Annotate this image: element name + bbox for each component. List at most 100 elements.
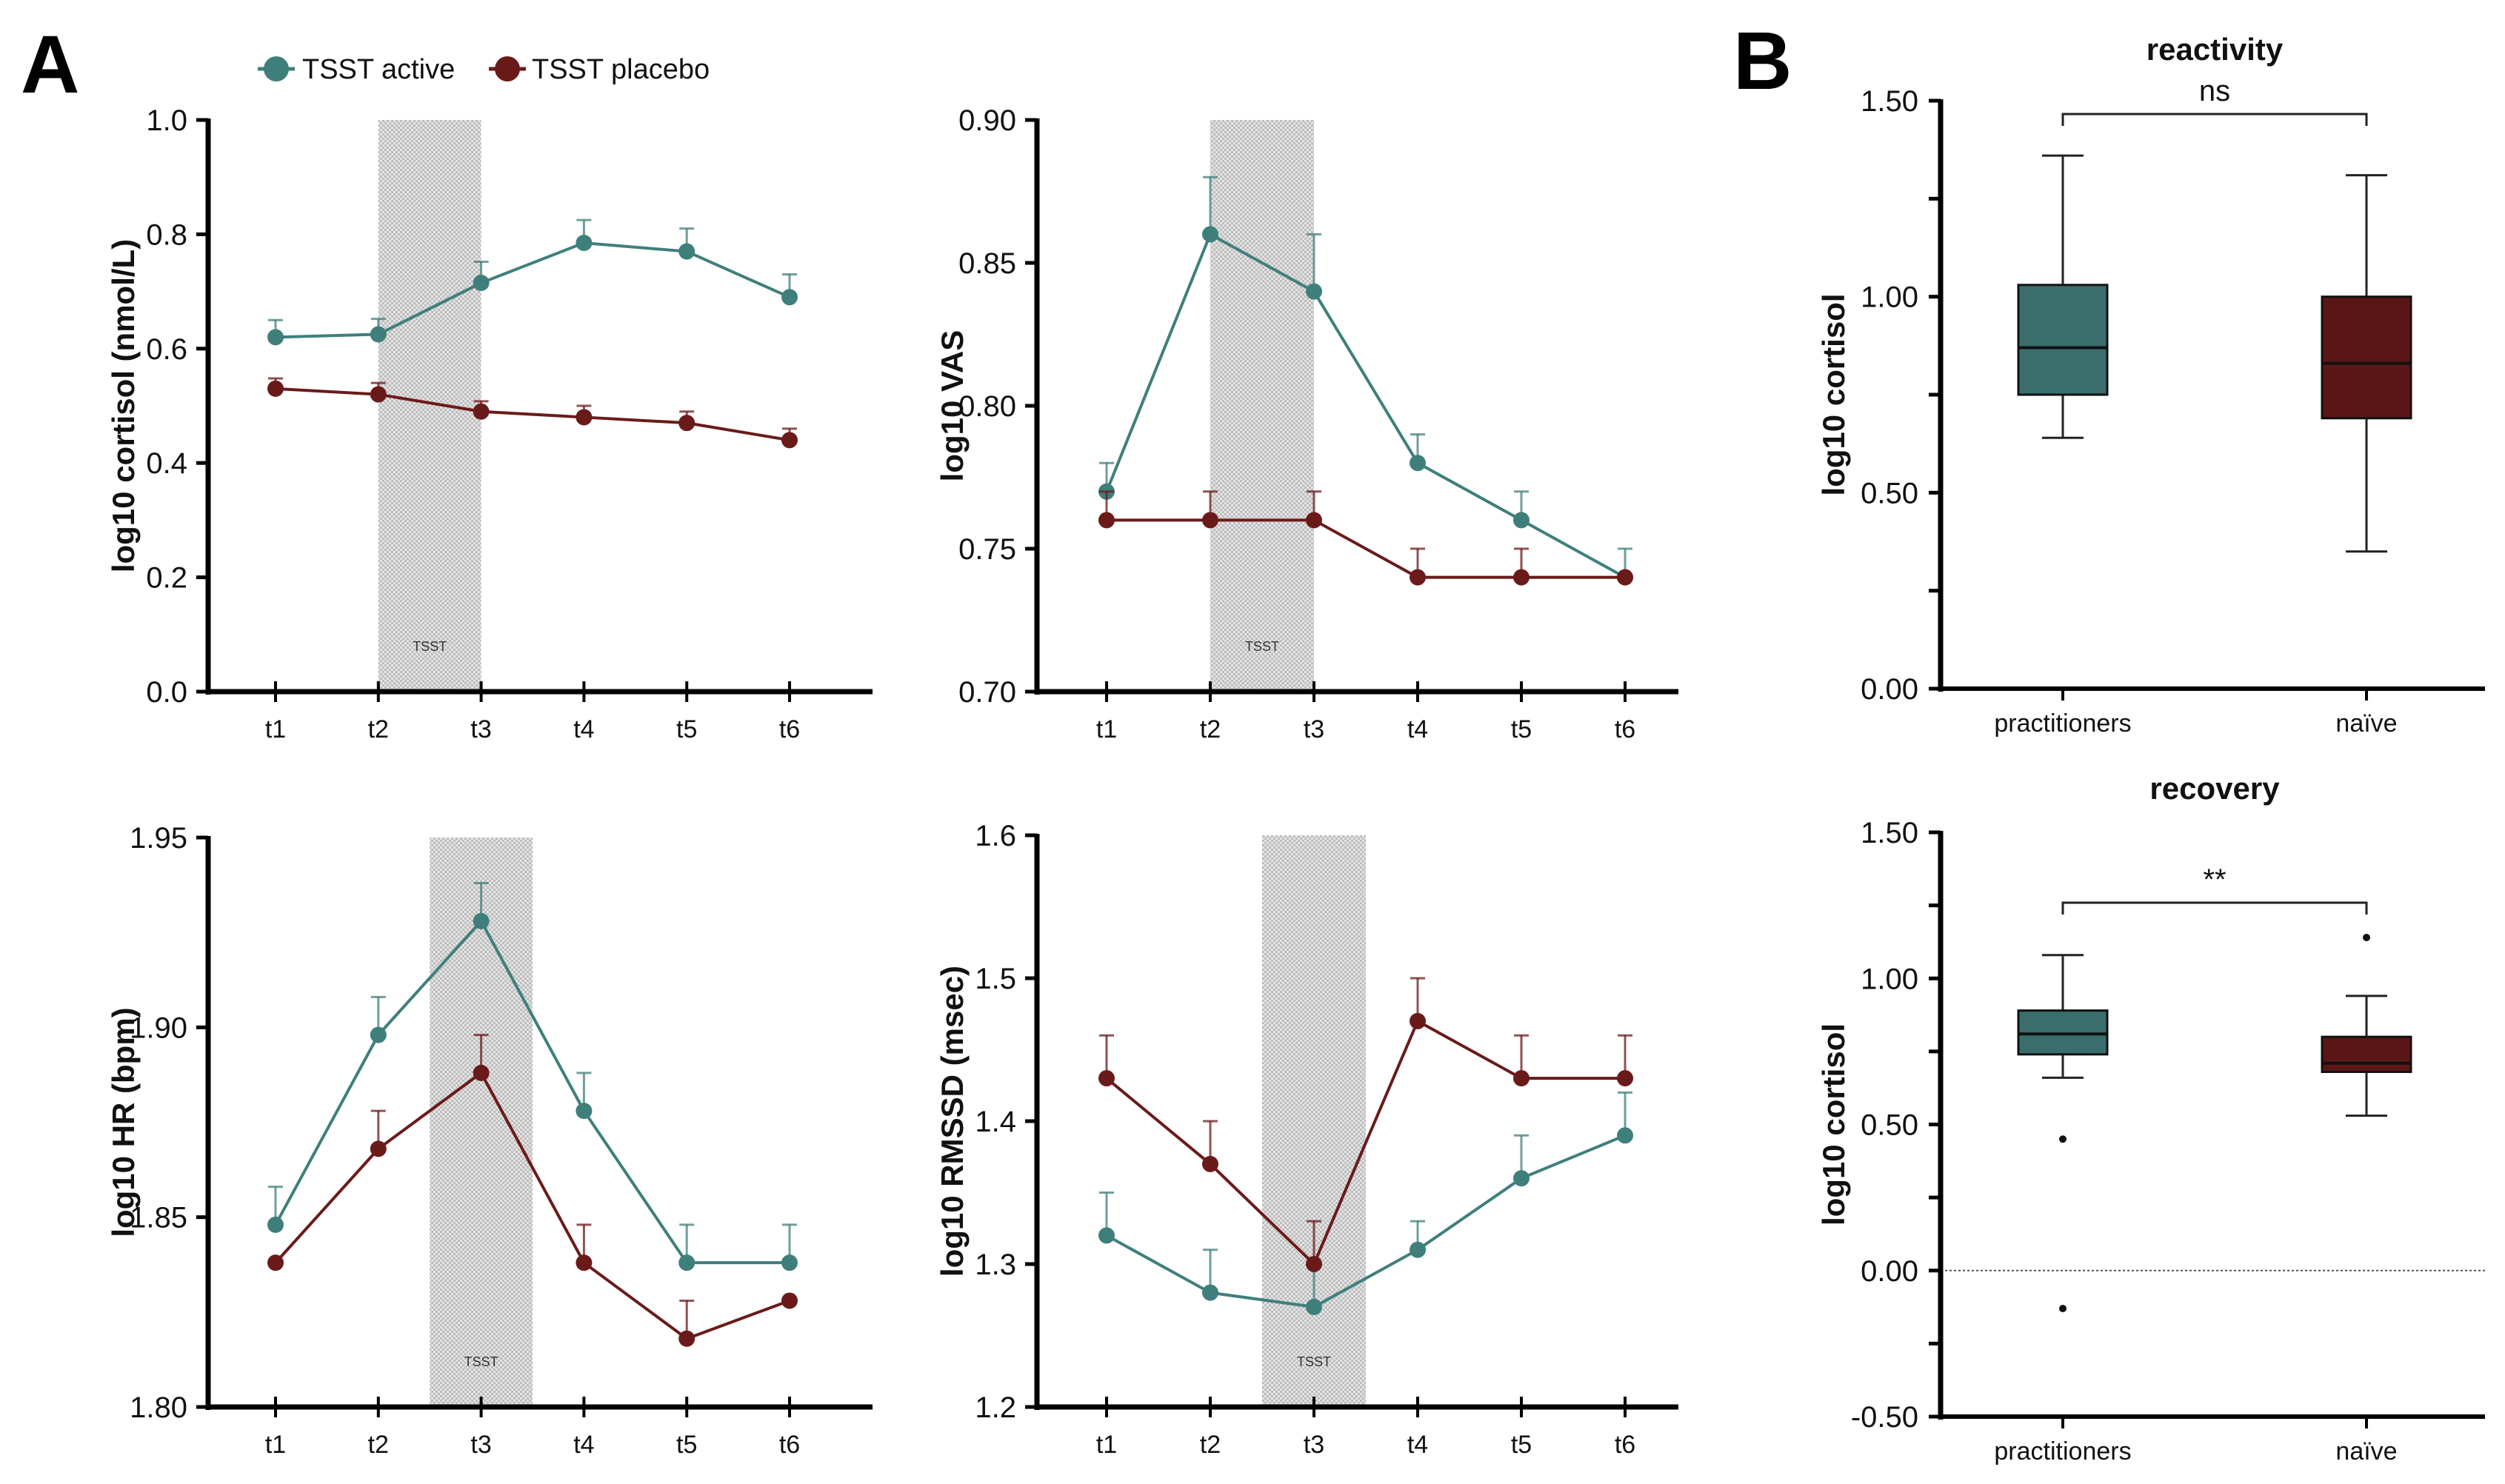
data-point	[370, 1140, 387, 1157]
y-tick-label: 1.6	[975, 820, 1016, 852]
tsst-shaded-region	[1262, 835, 1366, 1407]
x-tick-label: t6	[779, 715, 800, 743]
iqr-box	[2017, 284, 2109, 396]
x-tick-label: t1	[265, 1431, 286, 1459]
y-axis-title: log10 RMSSD (msec)	[935, 966, 970, 1277]
legend-item-active: TSST active	[258, 54, 455, 85]
significance-label: **	[2203, 863, 2226, 896]
data-point	[1306, 1256, 1322, 1272]
y-tick-label: 0.0	[146, 676, 187, 709]
significance-bracket	[2061, 901, 2368, 915]
data-point	[678, 243, 696, 260]
data-point	[1202, 1155, 1218, 1172]
y-tick-label: 0.2	[146, 562, 187, 595]
data-point	[1410, 455, 1426, 472]
y-axis-title: log10 HR (bpm)	[106, 1007, 141, 1237]
x-tick-label: t2	[368, 1431, 389, 1459]
data-point	[473, 1064, 490, 1081]
y-tick-label: 1.0	[146, 104, 187, 137]
data-point	[1617, 569, 1633, 586]
y-tick-label: 1.5	[975, 963, 1016, 995]
x-tick-label: t5	[1511, 715, 1532, 743]
panel-b-label: B	[1733, 16, 1792, 107]
chart-title: reactivity	[2147, 32, 2284, 67]
y-tick-label: 0.4	[146, 447, 187, 480]
y-tick-label: -0.50	[1851, 1401, 1918, 1434]
x-tick-label: t1	[265, 715, 286, 743]
y-tick-label: 0.75	[958, 533, 1016, 566]
y-tick-label: 1.2	[975, 1391, 1016, 1424]
legend-marker-icon-active	[264, 56, 289, 81]
x-tick-label: practitioners	[1994, 709, 2131, 738]
y-tick-label: 1.4	[975, 1106, 1016, 1138]
chart-vas: TSST 0.70 0.75 0.80 0.85 0.90 t1 t2 t3 t4 t5 t6 log1…	[935, 104, 1678, 743]
y-tick-label: 0.00	[1861, 1255, 1918, 1288]
y-axis-title: log10 cortisol (nmol/L)	[106, 239, 141, 572]
x-tick-label: t5	[676, 1431, 697, 1459]
y-axis-title: log10 cortisol	[1816, 293, 1851, 495]
error-bar	[1307, 233, 1321, 292]
x-tick-label: t4	[573, 715, 594, 743]
x-tick-label: t3	[470, 715, 491, 743]
data-point	[781, 1292, 798, 1309]
tsst-shaded-region	[430, 838, 533, 1407]
data-point	[1513, 512, 1530, 529]
chart-hr: TSST 1.80 1.85 1.90 1.95 t1 t2 t3 t4 t5 t6 log10 HR…	[106, 822, 873, 1459]
outlier-point	[2059, 1305, 2067, 1313]
y-tick-label: 1.85	[130, 1202, 187, 1234]
tsst-shade-label: TSST	[1245, 639, 1279, 654]
x-tick-label: t5	[1511, 1431, 1532, 1459]
data-point	[267, 1216, 284, 1233]
data-point	[370, 326, 387, 343]
data-point	[781, 1254, 798, 1271]
chart-recovery: ** recovery -0.50 0.00 0.50 1.00 1.50 practitio…	[1816, 771, 2485, 1465]
y-axis-title: log10 VAS	[935, 330, 970, 482]
data-point	[1098, 1070, 1115, 1087]
legend-label-placebo: TSST placebo	[532, 54, 710, 85]
x-tick-label: naïve	[2335, 709, 2397, 738]
data-point	[1098, 1227, 1115, 1244]
data-point	[1098, 512, 1115, 529]
x-tick-label: practitioners	[1994, 1437, 2131, 1465]
y-tick-label: 1.95	[130, 822, 187, 855]
x-tick-label: t3	[1304, 715, 1324, 743]
data-point	[1306, 283, 1322, 300]
y-tick-label: 1.50	[1861, 85, 1918, 118]
data-point	[781, 432, 798, 449]
y-tick-label: 1.50	[1861, 817, 1918, 849]
series-line-active	[1106, 1134, 1626, 1308]
data-point	[678, 1254, 696, 1271]
data-point	[1202, 226, 1218, 243]
outlier-point	[2363, 934, 2370, 942]
x-tick-label: t5	[676, 715, 697, 743]
data-point	[267, 1254, 284, 1271]
y-tick-label: 0.6	[146, 333, 187, 366]
y-axis-title: log10 cortisol	[1816, 1023, 1851, 1226]
box-practitioners	[2017, 154, 2109, 439]
data-point	[576, 1254, 593, 1271]
x-tick-label: t2	[1200, 715, 1221, 743]
x-tick-label: t6	[1615, 715, 1635, 743]
chart-cortisol: TSST 0.0 0.2 0.4 0.6 0.8 1.0 t1 t2 t3 t4 t5 t6 log10 …	[106, 104, 873, 743]
data-point	[576, 234, 593, 251]
legend-item-placebo: TSST placebo	[489, 54, 710, 85]
x-tick-label: t1	[1096, 715, 1117, 743]
data-point	[678, 415, 696, 432]
tsst-shade-label: TSST	[464, 1354, 498, 1369]
data-point	[1513, 1170, 1530, 1187]
series-line-active	[275, 241, 790, 339]
panel-a-label: A	[21, 19, 79, 110]
series-line-placebo	[1105, 1019, 1625, 1267]
y-tick-label: 1.80	[130, 1391, 187, 1424]
y-tick-label: 0.8	[146, 218, 187, 251]
y-tick-label: 0.90	[958, 104, 1016, 137]
series-line-placebo	[275, 387, 790, 442]
box-naive	[2321, 934, 2412, 1117]
y-tick-label: 1.00	[1861, 963, 1918, 995]
y-tick-label: 0.50	[1861, 477, 1918, 509]
data-point	[1202, 512, 1218, 529]
data-point	[1513, 1070, 1530, 1087]
data-point	[370, 1026, 387, 1043]
series-line-active	[1105, 232, 1626, 579]
